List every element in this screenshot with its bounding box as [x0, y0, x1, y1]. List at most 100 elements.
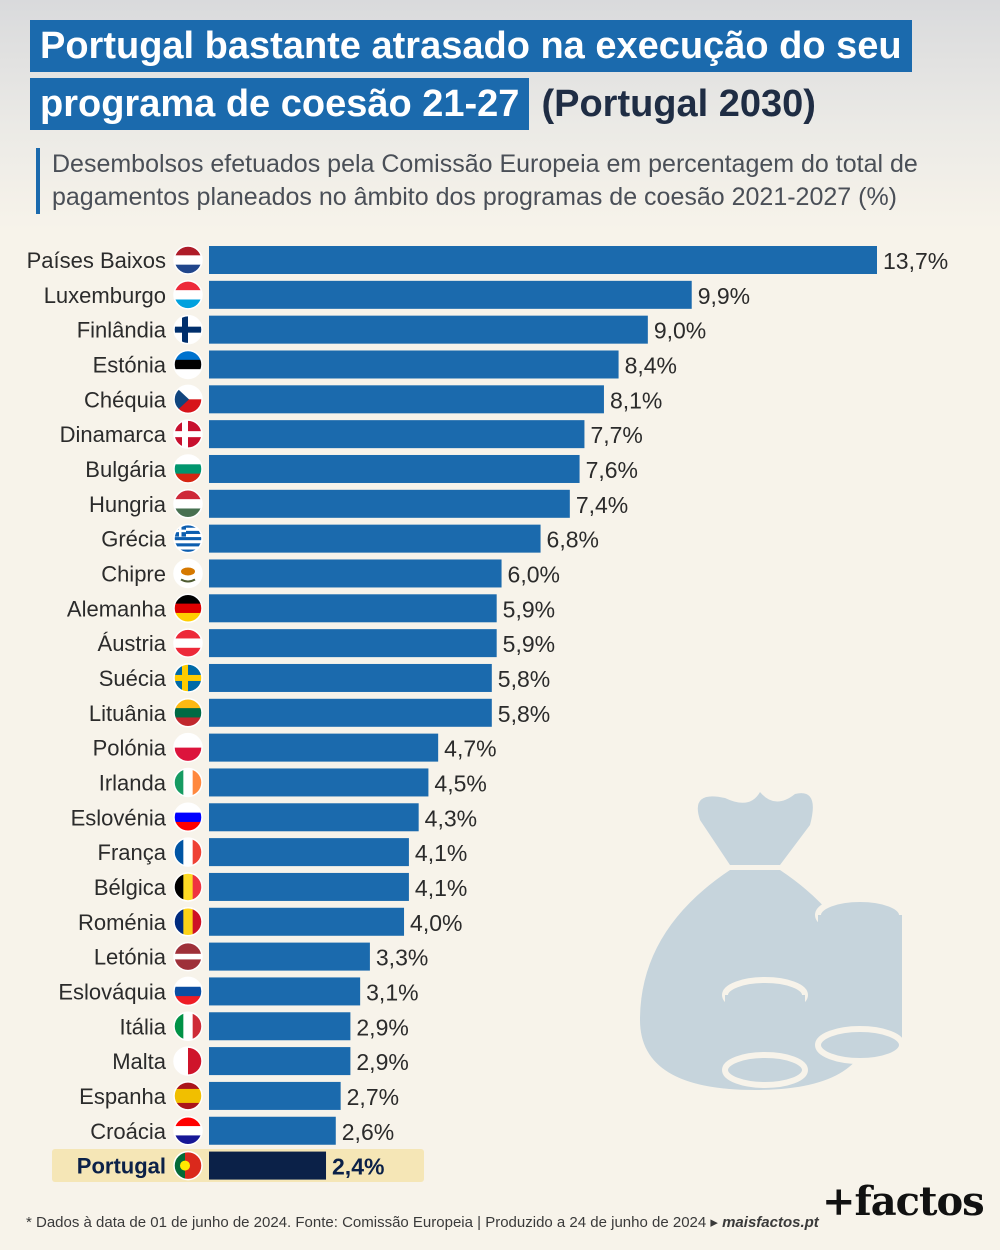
bar — [209, 246, 877, 274]
category-label: Lituânia — [89, 701, 167, 726]
bar — [209, 594, 497, 623]
title-block: Portugal bastante atrasado na execução d… — [30, 20, 912, 136]
bar — [209, 698, 492, 727]
category-label: Alemanha — [67, 596, 167, 621]
value-label: 8,1% — [610, 387, 662, 413]
category-label: Chipre — [101, 561, 166, 586]
category-label: Eslováquia — [58, 979, 166, 1004]
bar — [209, 1047, 351, 1076]
category-label: Grécia — [101, 527, 167, 552]
flag-icon — [173, 872, 203, 902]
bar — [209, 1081, 341, 1110]
bar — [209, 663, 492, 692]
flag-icon — [173, 732, 203, 763]
category-label: França — [98, 840, 167, 865]
category-label: Eslovénia — [71, 805, 167, 830]
footnote-text: * Dados à data de 01 de junho de 2024. F… — [26, 1214, 723, 1231]
value-label: 2,7% — [347, 1084, 399, 1110]
value-label: 5,9% — [503, 596, 555, 622]
value-label: 4,1% — [415, 875, 467, 901]
category-label: Hungria — [89, 492, 167, 517]
value-label: 13,7% — [883, 248, 948, 274]
category-label: Luxemburgo — [44, 283, 166, 308]
value-label: 7,4% — [576, 492, 628, 518]
category-label: Bulgária — [85, 457, 166, 482]
flag-icon — [173, 314, 203, 345]
bar — [209, 907, 405, 936]
category-label: Dinamarca — [60, 422, 167, 447]
category-label: Irlanda — [99, 770, 167, 795]
value-label: 2,9% — [356, 1014, 408, 1040]
flag-icon — [173, 907, 203, 937]
bar — [209, 872, 409, 901]
value-label: 2,6% — [342, 1119, 394, 1145]
flag-icon — [173, 593, 203, 624]
chart-title-line-2: programa de coesão 21-27 — [30, 78, 530, 130]
flag-icon — [173, 489, 203, 519]
bar — [209, 1012, 351, 1041]
category-label: Portugal — [77, 1154, 166, 1179]
flag-icon — [173, 1150, 203, 1181]
category-label: Malta — [112, 1049, 167, 1074]
value-label: 6,0% — [508, 561, 560, 587]
value-label: 4,0% — [410, 910, 462, 936]
category-label: Espanha — [79, 1084, 167, 1109]
value-label: 2,9% — [356, 1049, 408, 1075]
category-label: Suécia — [99, 666, 167, 691]
flag-icon — [173, 384, 203, 415]
flag-icon — [173, 245, 203, 275]
category-label: Polónia — [93, 736, 167, 761]
flag-icon — [173, 558, 203, 589]
flag-icon — [173, 802, 203, 833]
bar — [209, 524, 541, 553]
footnote: * Dados à data de 01 de junho de 2024. F… — [26, 1213, 819, 1231]
value-label: 8,4% — [625, 352, 677, 378]
flag-icon — [173, 941, 203, 972]
value-label: 7,7% — [590, 422, 642, 448]
source-link[interactable]: maisfactos.pt — [722, 1214, 819, 1231]
money-bag-icon — [640, 792, 905, 1090]
value-label: 5,9% — [503, 631, 555, 657]
category-label: Croácia — [90, 1119, 167, 1144]
bar — [209, 733, 439, 762]
flag-icon — [173, 280, 203, 310]
category-label: Itália — [120, 1014, 167, 1039]
value-label: 3,1% — [366, 979, 418, 1005]
flag-icon — [173, 628, 203, 658]
bar — [209, 454, 580, 483]
bar — [209, 942, 370, 971]
category-label: Estónia — [93, 352, 167, 377]
flag-icon — [173, 837, 203, 867]
value-label: 9,9% — [698, 283, 750, 309]
flag-icon — [173, 349, 203, 380]
category-label: Bélgica — [94, 875, 167, 900]
bar — [209, 420, 585, 449]
brand-logo: +factos — [822, 1178, 985, 1225]
bar — [209, 315, 648, 344]
bar — [209, 977, 361, 1006]
value-label: 3,3% — [376, 945, 428, 971]
chart-title-extra: (Portugal 2030) — [541, 83, 816, 125]
category-label: Áustria — [98, 631, 167, 656]
value-label: 5,8% — [498, 701, 550, 727]
bar — [209, 1116, 336, 1145]
flag-icon — [173, 976, 203, 1007]
bar — [209, 489, 570, 518]
flag-icon — [173, 1011, 203, 1042]
bar — [209, 768, 429, 797]
bar — [209, 838, 409, 867]
category-label: Finlândia — [77, 318, 167, 343]
value-label: 5,8% — [498, 666, 550, 692]
value-label: 4,5% — [434, 770, 486, 796]
flag-icon — [173, 1116, 203, 1146]
title-line-2: programa de coesão 21-27 (Portugal 2030) — [30, 78, 912, 130]
flag-icon — [173, 1081, 203, 1111]
value-label: 9,0% — [654, 318, 706, 344]
category-label: Países Baixos — [27, 248, 166, 273]
category-label: Chéquia — [84, 387, 167, 412]
value-label: 2,4% — [332, 1154, 384, 1180]
bar — [209, 350, 619, 379]
category-label: Roménia — [78, 910, 167, 935]
chart-subtitle: Desembolsos efetuados pela Comissão Euro… — [36, 148, 992, 214]
